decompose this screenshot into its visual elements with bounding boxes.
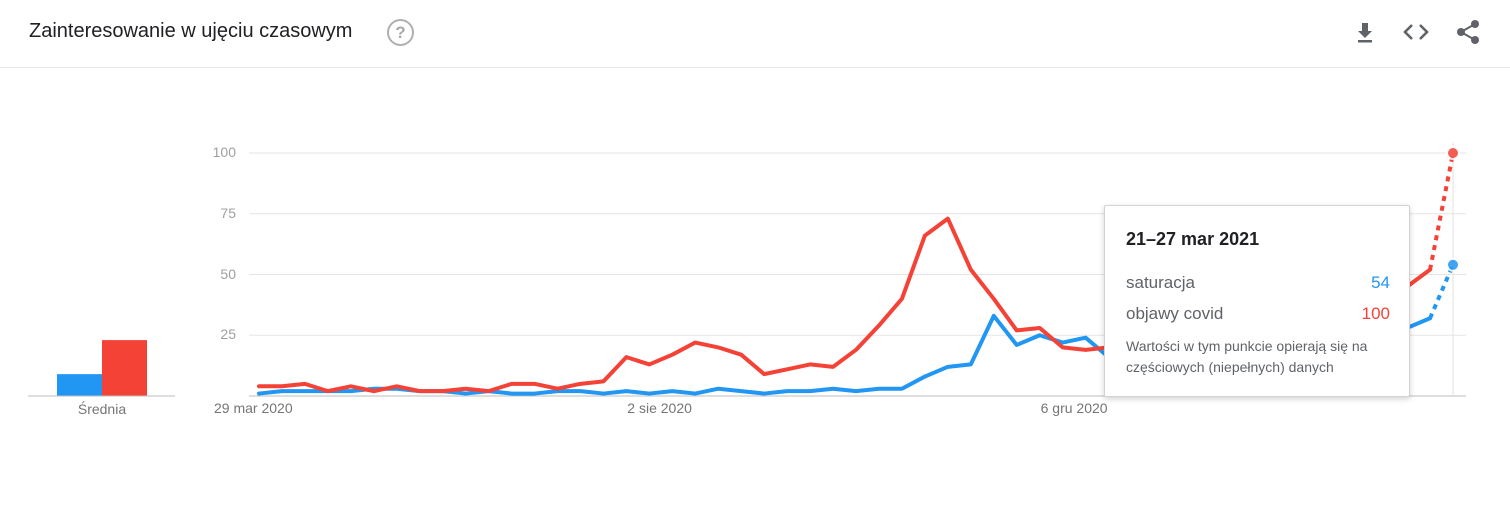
y-tick-label: 25 bbox=[220, 326, 236, 343]
series-partial-line-0 bbox=[1428, 263, 1455, 320]
tooltip-date: 21–27 mar 2021 bbox=[1126, 229, 1260, 249]
embed-code-icon[interactable] bbox=[1400, 16, 1432, 48]
chart-tooltip: 21–27 mar 2021 saturacja 54 objawy covid… bbox=[1104, 205, 1410, 397]
tooltip-note: Wartości w tym punkcie opierają się na c… bbox=[1126, 338, 1368, 375]
tooltip-row-objawy-covid: objawy covid 100 bbox=[1126, 304, 1390, 324]
average-label: Średnia bbox=[77, 401, 127, 417]
series-endpoint-1[interactable] bbox=[1446, 146, 1460, 160]
x-tick-label: 29 mar 2020 bbox=[214, 400, 293, 416]
download-icon[interactable] bbox=[1349, 16, 1381, 48]
chart-header: Zainteresowanie w ujęciu czasowym ? bbox=[0, 0, 1510, 68]
average-bar-chart bbox=[28, 340, 175, 397]
tooltip-series-value: 100 bbox=[1361, 304, 1390, 323]
y-tick-label: 100 bbox=[212, 144, 236, 160]
tooltip-row-saturacja: saturacja 54 bbox=[1126, 273, 1390, 293]
average-bar-0 bbox=[57, 374, 102, 396]
chart-title: Zainteresowanie w ujęciu czasowym bbox=[29, 20, 353, 42]
x-tick-label: 6 gru 2020 bbox=[1040, 400, 1108, 416]
series-partial-line-1 bbox=[1428, 152, 1455, 271]
tooltip-series-value: 54 bbox=[1371, 273, 1390, 292]
y-tick-label: 50 bbox=[220, 265, 236, 282]
tooltip-series-name: objawy covid bbox=[1126, 304, 1224, 323]
y-tick-label: 75 bbox=[220, 204, 236, 221]
average-bar-1 bbox=[102, 340, 147, 396]
share-icon[interactable] bbox=[1452, 16, 1484, 48]
tooltip-series-name: saturacja bbox=[1126, 273, 1195, 292]
x-tick-label: 2 sie 2020 bbox=[627, 400, 692, 416]
series-endpoint-0[interactable] bbox=[1446, 257, 1460, 272]
help-circle-icon[interactable]: ? bbox=[387, 19, 414, 46]
